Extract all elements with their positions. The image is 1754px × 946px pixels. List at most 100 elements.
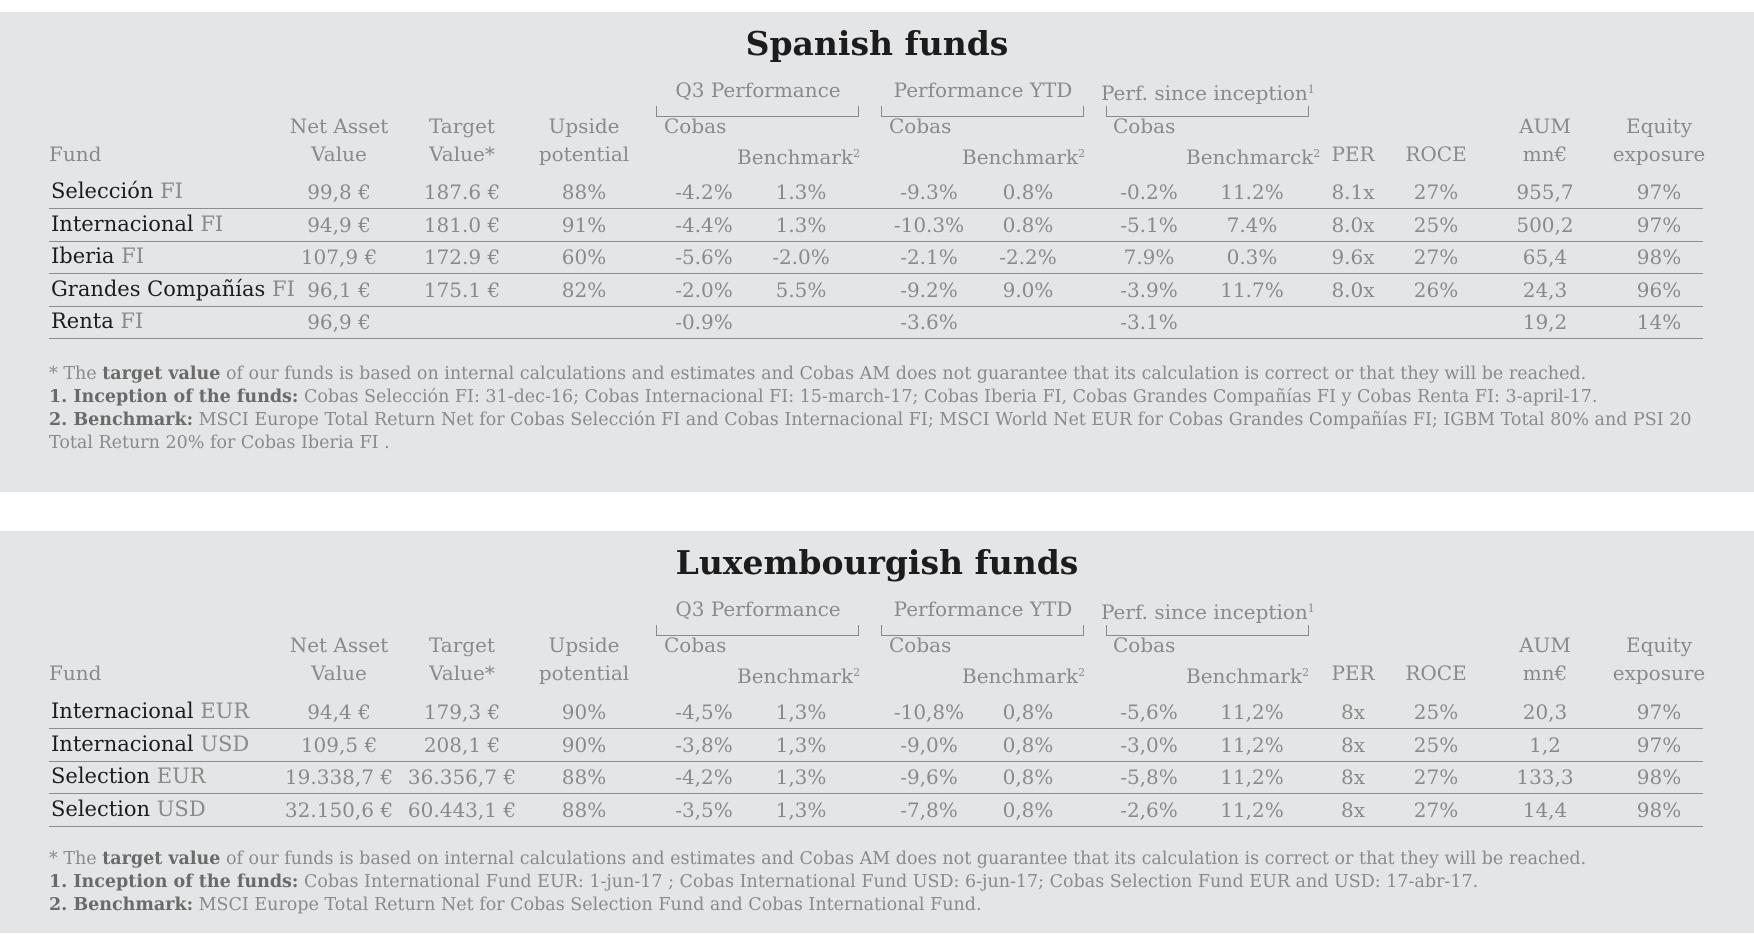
cell-ytd-cobas: -3.6% [900, 310, 958, 334]
luxembourgish-funds-title: Luxembourgish funds [675, 543, 1079, 582]
fund-name-suffix: FI [120, 309, 144, 333]
cell-target: 175.1 € [423, 277, 501, 302]
row-divider [49, 338, 1703, 339]
cell-inc-cobas: -5.1% [1120, 212, 1178, 237]
inception-cobas-header: Cobas [1113, 114, 1176, 138]
cell-q3-cobas: -2.0% [675, 277, 733, 302]
fund-name-suffix: FI [200, 211, 224, 236]
cell-equity: 97% [1636, 700, 1682, 724]
fund-name-suffix: EUR [156, 764, 206, 788]
cell-upside: 91% [561, 212, 607, 237]
per-column-header: PER [1331, 661, 1375, 685]
cell-upside: 60% [561, 245, 607, 269]
nav-column-header: Net Asset Value [289, 633, 389, 685]
cell-q3-bench: 1,3% [775, 700, 827, 724]
cell-ytd-bench: -2.2% [999, 245, 1057, 269]
cell-per: 8x [1340, 700, 1365, 724]
cell-ytd-cobas: -7,8% [900, 797, 958, 822]
cell-ytd-bench: 0,8% [1002, 732, 1054, 757]
cell-ytd-bench: 0,8% [1002, 797, 1054, 822]
q3-performance-header: Q3 Performance [675, 597, 841, 621]
cell-equity: 98% [1636, 797, 1682, 822]
cell-target: 187.6 € [423, 180, 501, 204]
cell-equity: 97% [1636, 180, 1682, 204]
cell-per: 8x [1340, 765, 1365, 789]
inception-cobas-header: Cobas [1113, 633, 1176, 657]
target-value-note: * The target value of our funds is based… [49, 364, 1587, 384]
cell-q3-cobas: -0.9% [675, 310, 733, 334]
cell-q3-bench: 1.3% [775, 212, 827, 237]
fund-name-suffix: FI [121, 244, 145, 268]
cell-inc-bench: 11.2% [1220, 180, 1284, 204]
cell-inc-cobas: -3,0% [1120, 732, 1178, 757]
cell-roce: 27% [1413, 180, 1459, 204]
row-divider [49, 760, 1703, 762]
cell-target: 36.356,7 € [407, 765, 517, 789]
fund-name-bold: Selection [51, 764, 151, 788]
q3-bracket [656, 106, 859, 117]
luxembourgish-funds-panel: Luxembourgish funds Q3 Performance Perfo… [0, 531, 1754, 933]
cell-roce: 26% [1413, 277, 1459, 302]
cell-roce: 25% [1413, 212, 1459, 237]
cell-upside: 88% [561, 765, 607, 789]
cell-inc-cobas: -2,6% [1120, 797, 1178, 822]
fund-name-bold: Internacional [51, 699, 194, 723]
ytd-cobas-header: Cobas [889, 633, 952, 657]
q3-bracket [656, 625, 859, 636]
cell-aum: 500,2 [1516, 212, 1574, 237]
fund-name-suffix: EUR [200, 699, 250, 723]
ytd-benchmark-header: Benchmark2 [962, 145, 1086, 169]
table-row: Grandes Compañías FI 96,1 € 175.1 € 82% -2.0… [49, 275, 1703, 307]
cell-roce: 27% [1413, 797, 1459, 822]
cell-inc-cobas: -5,8% [1120, 765, 1178, 789]
cell-ytd-bench: 0,8% [1002, 765, 1054, 789]
cell-nav: 99,8 € [307, 180, 371, 204]
per-column-header: PER [1331, 142, 1375, 166]
cell-upside: 90% [561, 732, 607, 757]
performance-ytd-header: Performance YTD [893, 78, 1073, 102]
cell-aum: 20,3 [1522, 700, 1568, 724]
fund-name: Iberia FI [51, 244, 144, 268]
cell-equity: 14% [1636, 310, 1682, 334]
cell-aum: 65,4 [1522, 245, 1568, 269]
cell-per: 8x [1340, 732, 1365, 757]
cell-q3-bench: 1,3% [775, 732, 827, 757]
cell-nav: 96,9 € [307, 310, 371, 334]
cell-ytd-bench: 0,8% [1002, 700, 1054, 724]
fund-name-bold: Internacional [51, 731, 194, 756]
cell-aum: 133,3 [1516, 765, 1574, 789]
cell-ytd-cobas: -9,0% [900, 732, 958, 757]
cell-upside: 90% [561, 700, 607, 724]
cell-inc-bench: 11,2% [1220, 765, 1284, 789]
fund-column-header: Fund [49, 661, 102, 685]
fund-name-suffix: USD [200, 731, 250, 756]
fund-name: Renta FI [51, 309, 143, 333]
cell-roce: 25% [1413, 732, 1459, 757]
q3-benchmark-header: Benchmark2 [737, 145, 861, 169]
fund-name: Selection USD [51, 797, 206, 821]
performance-ytd-header: Performance YTD [893, 597, 1073, 621]
roce-column-header: ROCE [1405, 142, 1467, 166]
spanish-notes: * The target value of our funds is based… [49, 363, 1709, 455]
ytd-benchmark-header: Benchmark2 [962, 664, 1086, 688]
cell-ytd-bench: 9.0% [1002, 277, 1054, 302]
cell-ytd-cobas: -9.3% [900, 180, 958, 204]
cell-q3-cobas: -4.4% [675, 212, 733, 237]
cell-per: 9.6x [1331, 245, 1375, 269]
cell-target: 208,1 € [423, 732, 501, 757]
cell-inc-bench: 11,2% [1220, 732, 1284, 757]
cell-roce: 27% [1413, 765, 1459, 789]
q3-performance-header: Q3 Performance [675, 78, 841, 102]
cell-q3-cobas: -4,5% [675, 700, 733, 724]
cell-inc-bench: 7.4% [1226, 212, 1278, 237]
fund-name-suffix: FI [160, 179, 183, 203]
row-divider [49, 240, 1703, 242]
inception-note: 1. Inception of the funds: Cobas Selecci… [49, 387, 1598, 407]
cell-equity: 97% [1636, 212, 1682, 237]
aum-column-header: AUM mn€ [1519, 114, 1571, 166]
fund-name: Selection EUR [51, 764, 206, 788]
cell-aum: 1,2 [1529, 732, 1561, 757]
fund-name: Internacional USD [51, 732, 249, 756]
cell-nav: 94,9 € [307, 212, 371, 237]
cell-inc-bench: 11,2% [1220, 797, 1284, 822]
